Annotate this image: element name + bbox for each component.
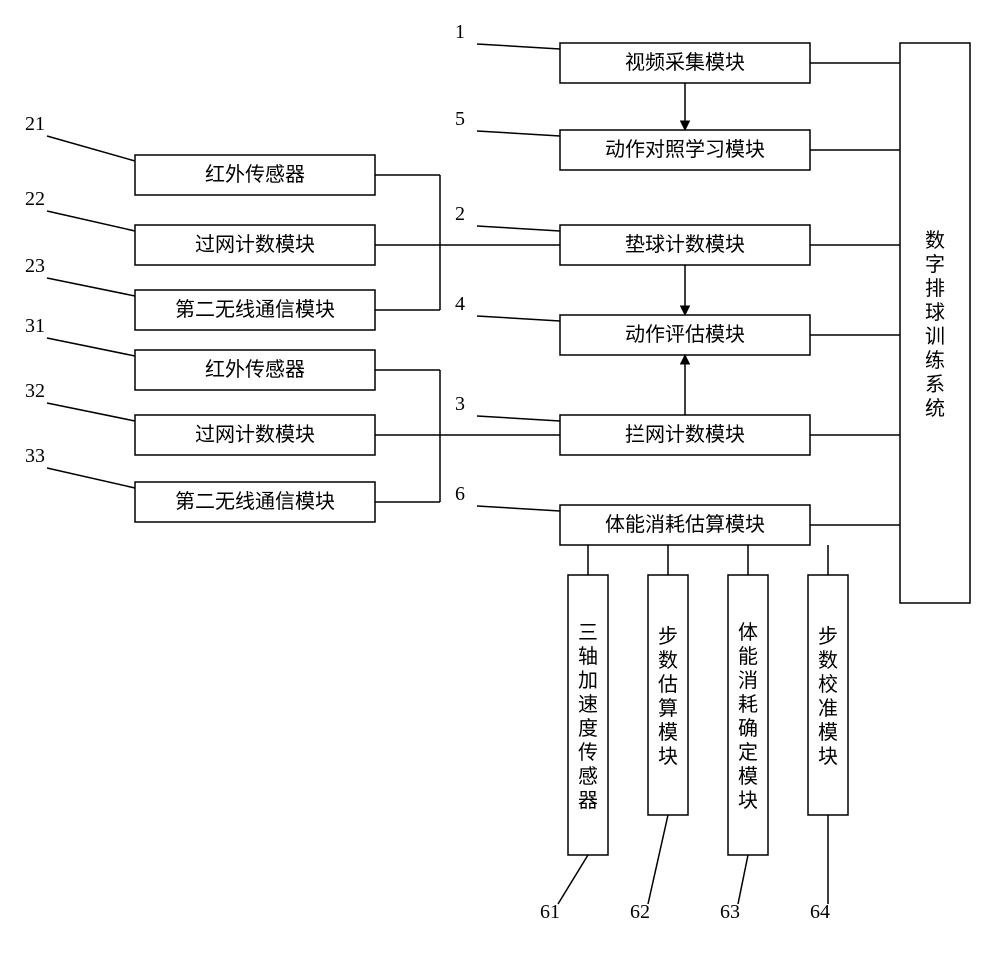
bottom-box-b62-label: 步数估算模块 <box>658 625 678 768</box>
center-box-c6-label: 体能消耗估算模块 <box>605 513 765 536</box>
ref-leader <box>648 815 668 904</box>
ref-leader <box>47 136 135 161</box>
left-box-l31-label: 红外传感器 <box>205 358 305 381</box>
ref-leader <box>47 278 135 296</box>
ref-leader <box>477 226 560 231</box>
left-box-l32-label: 过网计数模块 <box>195 423 315 446</box>
ref-number: 64 <box>810 901 830 923</box>
left-box-l21-label: 红外传感器 <box>205 163 305 186</box>
center-box-c4-label: 动作评估模块 <box>625 323 745 346</box>
left-box-l22-label: 过网计数模块 <box>195 233 315 256</box>
center-box-c3-label: 拦网计数模块 <box>625 423 745 446</box>
ref-leader <box>558 855 588 904</box>
bottom-box-b64-label: 步数校准模块 <box>818 625 838 768</box>
ref-number: 61 <box>540 901 560 923</box>
bottom-box-b63-label: 体能消耗确定模块 <box>738 621 758 812</box>
ref-leader <box>477 506 560 511</box>
ref-number: 3 <box>455 393 465 415</box>
ref-number: 1 <box>455 21 465 43</box>
right-panel-label: 数字排球训练系统 <box>925 229 945 420</box>
ref-leader <box>47 211 135 231</box>
ref-number: 5 <box>455 108 465 130</box>
ref-number: 6 <box>455 483 465 505</box>
left-box-l33-label: 第二无线通信模块 <box>175 490 335 513</box>
ref-number: 62 <box>630 901 650 923</box>
ref-leader <box>477 416 560 421</box>
ref-leader <box>47 338 135 356</box>
ref-leader <box>47 468 135 488</box>
bottom-box-b61-label: 三轴加速度传感器 <box>578 622 598 812</box>
center-box-c5-label: 动作对照学习模块 <box>605 138 765 161</box>
center-box-c2-label: 垫球计数模块 <box>625 233 745 256</box>
left-box-l23-label: 第二无线通信模块 <box>175 298 335 321</box>
ref-number: 63 <box>720 901 740 923</box>
ref-number: 4 <box>455 293 465 315</box>
ref-number: 23 <box>25 255 45 277</box>
ref-leader <box>477 131 560 136</box>
center-box-c1-label: 视频采集模块 <box>625 51 745 74</box>
ref-number: 21 <box>25 113 45 135</box>
ref-leader <box>738 855 748 904</box>
ref-number: 32 <box>25 380 45 402</box>
ref-number: 2 <box>455 203 465 225</box>
system-diagram: 数字排球训练系统 视频采集模块 1 动作对照学习模块 5 垫球计数模块 2 动作评估模块 4 拦网… <box>0 0 1000 971</box>
ref-number: 22 <box>25 188 45 210</box>
ref-leader <box>47 403 135 421</box>
ref-leader <box>477 316 560 321</box>
ref-leader <box>477 44 560 49</box>
ref-number: 33 <box>25 445 45 467</box>
ref-number: 31 <box>25 315 45 337</box>
